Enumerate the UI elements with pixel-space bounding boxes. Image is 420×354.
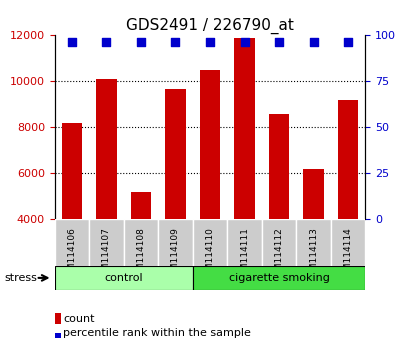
Point	[68, 39, 75, 45]
Bar	[165, 90, 186, 219]
Bar	[269, 114, 289, 219]
Text: GSM114110: GSM114110	[205, 227, 215, 282]
Point	[276, 39, 282, 45]
FancyBboxPatch shape	[193, 219, 227, 269]
Text: count: count	[63, 314, 94, 324]
Text: control: control	[104, 273, 143, 283]
Text: GSM114108: GSM114108	[136, 227, 145, 282]
FancyBboxPatch shape	[297, 219, 331, 269]
FancyBboxPatch shape	[193, 266, 365, 290]
Point	[138, 39, 144, 45]
Point	[345, 39, 352, 45]
Point	[310, 39, 317, 45]
FancyBboxPatch shape	[262, 219, 297, 269]
FancyBboxPatch shape	[55, 266, 193, 290]
Text: GSM114109: GSM114109	[171, 227, 180, 282]
Text: GSM114112: GSM114112	[275, 227, 284, 282]
Point	[103, 39, 110, 45]
Bar	[303, 169, 324, 219]
Text: GSM114114: GSM114114	[344, 227, 353, 282]
Title: GDS2491 / 226790_at: GDS2491 / 226790_at	[126, 18, 294, 34]
FancyBboxPatch shape	[123, 219, 158, 269]
Bar	[234, 38, 255, 219]
FancyBboxPatch shape	[55, 219, 89, 269]
Text: stress: stress	[4, 273, 37, 283]
Point	[207, 39, 213, 45]
Bar	[96, 79, 117, 219]
Text: GSM114107: GSM114107	[102, 227, 111, 282]
Bar	[131, 192, 151, 219]
FancyBboxPatch shape	[331, 219, 365, 269]
FancyBboxPatch shape	[158, 219, 193, 269]
Point	[172, 39, 179, 45]
Text: GSM114113: GSM114113	[309, 227, 318, 282]
Text: GSM114106: GSM114106	[67, 227, 76, 282]
Text: percentile rank within the sample: percentile rank within the sample	[63, 328, 251, 338]
FancyBboxPatch shape	[227, 219, 262, 269]
Bar	[200, 70, 221, 219]
Point	[241, 39, 248, 45]
Bar	[338, 100, 359, 219]
FancyBboxPatch shape	[89, 219, 123, 269]
Text: cigarette smoking: cigarette smoking	[228, 273, 330, 283]
Bar	[61, 123, 82, 219]
Text: GSM114111: GSM114111	[240, 227, 249, 282]
